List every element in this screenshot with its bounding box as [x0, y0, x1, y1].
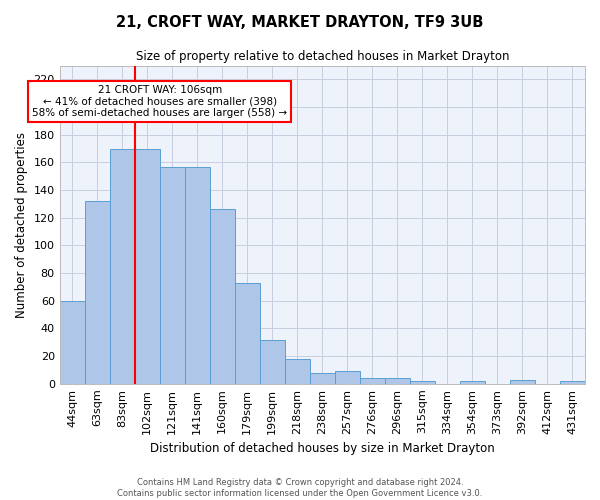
Bar: [135, 148, 160, 384]
Bar: [260, 340, 285, 384]
Bar: [510, 380, 535, 384]
Bar: [385, 378, 410, 384]
Text: Contains HM Land Registry data © Crown copyright and database right 2024.
Contai: Contains HM Land Registry data © Crown c…: [118, 478, 482, 498]
Bar: [310, 372, 335, 384]
Bar: [560, 381, 585, 384]
Title: Size of property relative to detached houses in Market Drayton: Size of property relative to detached ho…: [136, 50, 509, 63]
Bar: [460, 381, 485, 384]
Bar: [110, 148, 135, 384]
X-axis label: Distribution of detached houses by size in Market Drayton: Distribution of detached houses by size …: [150, 442, 495, 455]
Bar: [85, 201, 110, 384]
Bar: [335, 372, 360, 384]
Bar: [235, 283, 260, 384]
Bar: [160, 166, 185, 384]
Bar: [410, 381, 435, 384]
Y-axis label: Number of detached properties: Number of detached properties: [15, 132, 28, 318]
Bar: [210, 210, 235, 384]
Bar: [59, 301, 85, 384]
Text: 21, CROFT WAY, MARKET DRAYTON, TF9 3UB: 21, CROFT WAY, MARKET DRAYTON, TF9 3UB: [116, 15, 484, 30]
Text: 21 CROFT WAY: 106sqm
← 41% of detached houses are smaller (398)
58% of semi-deta: 21 CROFT WAY: 106sqm ← 41% of detached h…: [32, 85, 287, 118]
Bar: [285, 359, 310, 384]
Bar: [360, 378, 385, 384]
Bar: [185, 166, 210, 384]
